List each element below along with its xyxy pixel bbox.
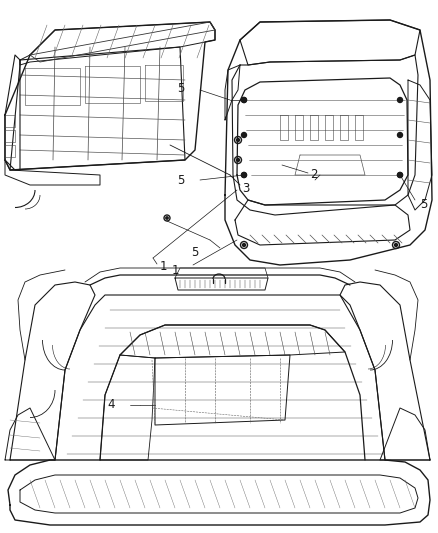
Circle shape	[237, 158, 240, 161]
Circle shape	[398, 173, 403, 177]
Text: 3: 3	[242, 182, 249, 195]
Text: 1: 1	[160, 261, 167, 273]
Circle shape	[237, 139, 240, 141]
Circle shape	[241, 173, 247, 177]
Circle shape	[241, 173, 247, 177]
Text: 5: 5	[178, 174, 185, 187]
Circle shape	[241, 98, 247, 102]
Circle shape	[398, 173, 403, 177]
Text: 2: 2	[310, 168, 318, 182]
Circle shape	[166, 217, 168, 219]
Circle shape	[395, 244, 398, 246]
Text: 1: 1	[171, 263, 179, 277]
Text: 5: 5	[178, 82, 185, 94]
Circle shape	[243, 244, 246, 246]
Text: 5: 5	[420, 198, 427, 212]
Text: 5: 5	[191, 246, 199, 259]
Text: 4: 4	[107, 399, 115, 411]
Circle shape	[398, 98, 403, 102]
Circle shape	[241, 133, 247, 138]
Circle shape	[241, 98, 247, 102]
Circle shape	[398, 133, 403, 138]
